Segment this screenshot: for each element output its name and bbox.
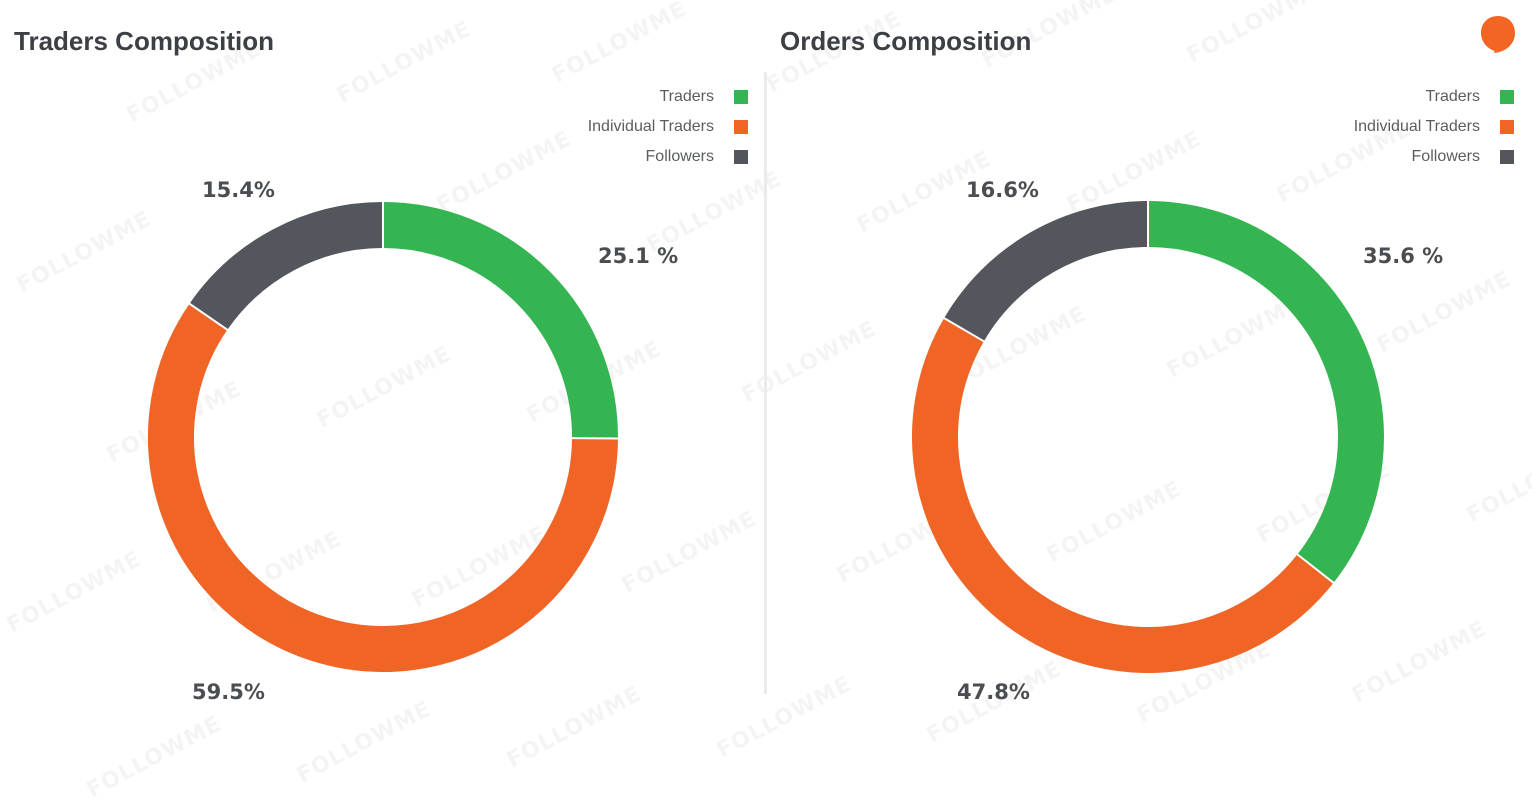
data-label: 47.8% [957,680,1030,704]
data-label: 25.1 % [598,244,678,268]
slice-individual-traders [935,330,1315,650]
data-label: 16.6% [966,178,1039,202]
orders-composition-donut: 35.6 % 47.8% 16.6% [766,0,1532,765]
slice-followers [964,224,1148,330]
slice-individual-traders [171,317,595,649]
brand-logo-icon [1480,14,1516,54]
orders-composition-panel: Orders Composition Traders Individual Tr… [766,0,1532,765]
data-label: 59.5% [192,680,265,704]
slice-traders [1148,224,1361,569]
data-label: 15.4% [202,178,275,202]
traders-composition-donut: 25.1 % 59.5% 15.4% [0,0,766,765]
data-label: 35.6 % [1363,244,1443,268]
slice-followers [208,225,383,317]
traders-composition-panel: Traders Composition Traders Individual T… [0,0,766,765]
slice-traders [383,225,595,438]
